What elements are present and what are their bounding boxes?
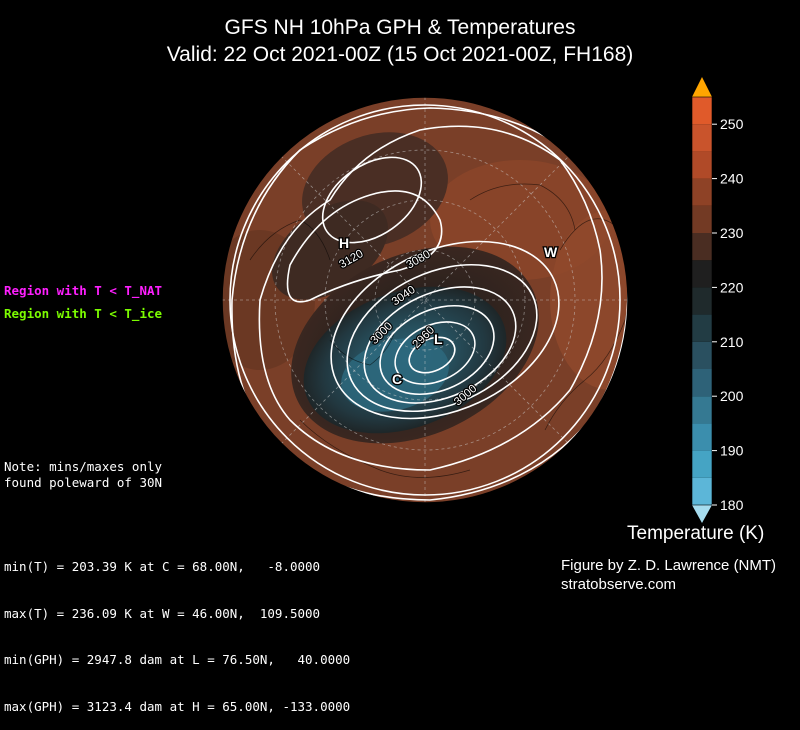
colorbar-tick-label-230: 230 bbox=[720, 225, 744, 241]
colorbar-block-205 bbox=[692, 341, 712, 369]
colorbar-tick-label-250: 250 bbox=[720, 116, 744, 132]
colorbar-tick-label-210: 210 bbox=[720, 334, 744, 350]
colorbar-tick-label-240: 240 bbox=[720, 171, 744, 187]
colorbar-block-230 bbox=[692, 205, 712, 233]
colorbar-block-240 bbox=[692, 151, 712, 179]
stat-max-t: max(T) = 236.09 K at W = 46.00N, 109.500… bbox=[4, 605, 321, 621]
graticule bbox=[222, 97, 628, 503]
marker-W: W bbox=[544, 244, 558, 260]
colorbar-block-185 bbox=[692, 450, 712, 478]
colorbar-block-215 bbox=[692, 287, 712, 315]
colorbar-block-200 bbox=[692, 369, 712, 397]
colorbar-block-245 bbox=[692, 124, 712, 152]
marker-H: H bbox=[339, 235, 349, 251]
colorbar-title: Temperature (K) bbox=[627, 523, 765, 544]
map-disc: 3120 3080 3040 3000 2960 3000 H L C W bbox=[222, 97, 628, 503]
colorbar-tick-label-220: 220 bbox=[720, 279, 744, 295]
figure-title: GFS NH 10hPa GPH & Temperatures Valid: 2… bbox=[0, 14, 800, 68]
colorbar-block-180 bbox=[692, 477, 712, 505]
stat-max-gph: max(GPH) = 3123.4 dam at H = 65.00N, -13… bbox=[4, 698, 351, 714]
marker-C: C bbox=[392, 371, 402, 387]
coastlines bbox=[249, 183, 628, 478]
legend-ice: Region with T < T_ice bbox=[4, 306, 162, 321]
colorbar-tick-label-190: 190 bbox=[720, 443, 744, 459]
title-line-1: GFS NH 10hPa GPH & Temperatures bbox=[224, 16, 576, 39]
colorbar-block-220 bbox=[692, 260, 712, 288]
credit-site: stratobserve.com bbox=[561, 576, 677, 593]
credit-author: Figure by Z. D. Lawrence (NMT) bbox=[561, 557, 777, 574]
note-line-2: found poleward of 30N bbox=[4, 475, 163, 490]
gph-contours bbox=[229, 104, 628, 501]
colorbar-block-195 bbox=[692, 396, 712, 424]
colorbar: 250 240 230 220 210 200 190 180 bbox=[691, 77, 744, 523]
note: Note: mins/maxes only found poleward of … bbox=[4, 459, 162, 491]
extreme-markers: H L C W bbox=[338, 234, 560, 389]
stat-min-gph: min(GPH) = 2947.8 dam at L = 76.50N, 40.… bbox=[4, 652, 351, 667]
colorbar-block-210 bbox=[692, 314, 712, 342]
note-line-1: Note: mins/maxes only bbox=[4, 459, 163, 474]
extremes-stats: min(T) = 203.39 K at C = 68.00N, -8.0000… bbox=[4, 528, 350, 730]
colorbar-under-arrow bbox=[692, 505, 712, 523]
colorbar-block-235 bbox=[692, 178, 712, 206]
legend-nat-label: Region with T < T_NAT bbox=[4, 283, 163, 298]
legend-ice-label: Region with T < T_ice bbox=[4, 306, 163, 321]
colorbar-block-190 bbox=[692, 423, 712, 451]
marker-L: L bbox=[434, 331, 443, 347]
colorbar-over-arrow bbox=[692, 77, 712, 97]
title-line-2: Valid: 22 Oct 2021-00Z (15 Oct 2021-00Z,… bbox=[166, 43, 634, 66]
colorbar-tick-label-180: 180 bbox=[720, 497, 744, 513]
legend-nat: Region with T < T_NAT bbox=[4, 283, 162, 298]
colorbar-block-225 bbox=[692, 233, 712, 261]
colorbar-block-250 bbox=[692, 97, 712, 125]
colorbar-tick-label-200: 200 bbox=[720, 388, 744, 404]
polar-map-figure: 3120 3080 3040 3000 2960 3000 H L C W 25… bbox=[221, 77, 744, 523]
stat-min-t: min(T) = 203.39 K at C = 68.00N, -8.0000 bbox=[4, 559, 321, 574]
